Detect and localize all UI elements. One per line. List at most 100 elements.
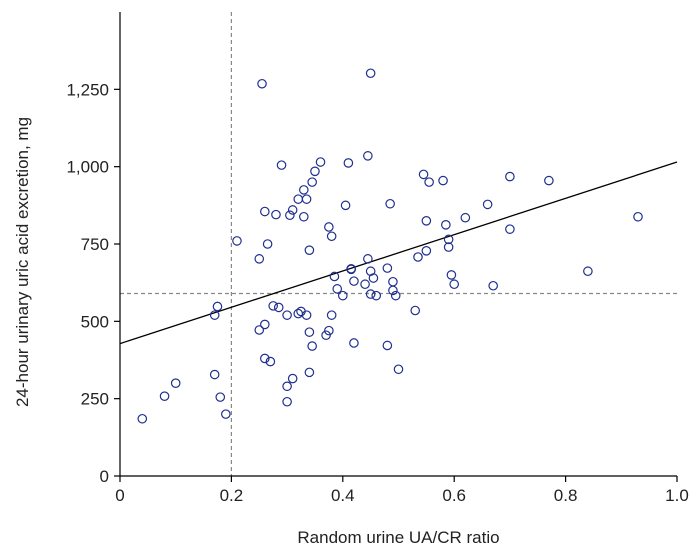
data-point [326, 231, 337, 242]
data-point [215, 392, 226, 402]
data-point [257, 78, 267, 89]
x-axis-label: Random urine UA/CR ratio [297, 528, 499, 547]
y-tick-label: 250 [81, 390, 109, 409]
data-point [441, 220, 451, 230]
x-tick-label: 0.4 [331, 486, 355, 505]
axes: 0 0.2 0.4 0.6 0.8 1.0 0 250 500 750 1,000 1,250 [66, 12, 689, 505]
data-point [360, 279, 370, 290]
y-tick-label: 750 [81, 235, 109, 254]
data-point [232, 236, 242, 246]
x-tick-label: 0.8 [554, 486, 578, 505]
data-point [505, 171, 515, 182]
data-point [343, 158, 354, 168]
data-point [349, 338, 359, 348]
data-point [410, 305, 421, 316]
data-point [304, 367, 315, 378]
data-point [583, 266, 593, 277]
data-point [304, 327, 315, 337]
data-point [293, 308, 304, 319]
data-point [421, 246, 432, 256]
data-point [365, 68, 376, 79]
data-point [438, 175, 448, 186]
data-point [346, 264, 356, 275]
data-point [159, 391, 170, 401]
data-point [137, 413, 148, 424]
data-point [363, 151, 373, 161]
data-point [260, 353, 270, 364]
data-point [310, 166, 320, 177]
data-point [449, 279, 459, 290]
data-point [260, 319, 270, 330]
data-point [287, 373, 298, 384]
data-point [413, 252, 423, 262]
data-point [349, 276, 359, 286]
data-point [321, 330, 331, 341]
data-point [301, 310, 312, 320]
regression-line-group [119, 161, 678, 345]
data-point [329, 271, 340, 282]
y-tick-label: 0 [100, 467, 109, 486]
data-point [326, 310, 337, 320]
data-point [170, 378, 181, 388]
data-point [260, 206, 270, 217]
data-point [285, 210, 295, 221]
data-point [505, 224, 515, 234]
data-point [337, 290, 348, 301]
data-point [271, 209, 281, 220]
data-point [254, 325, 265, 335]
data-point [446, 270, 457, 280]
y-tick-label: 1,250 [66, 80, 109, 99]
data-point [460, 212, 471, 223]
data-point [282, 396, 292, 407]
data-point [332, 284, 343, 294]
regression-line [119, 161, 678, 345]
data-points [137, 68, 643, 424]
data-point [488, 280, 498, 291]
data-point [301, 194, 312, 204]
y-tick-label: 1,000 [66, 158, 109, 177]
data-point [385, 198, 395, 209]
data-point [393, 364, 404, 375]
data-point [371, 290, 382, 301]
data-point [418, 169, 429, 180]
data-point [340, 200, 351, 211]
data-point [299, 211, 309, 222]
data-point [212, 301, 223, 312]
data-point [293, 194, 304, 204]
y-axis-label: 24-hour urinary uric acid excretion, mg [13, 117, 32, 407]
data-point [273, 302, 284, 313]
data-point [324, 222, 334, 232]
data-point [315, 157, 326, 167]
data-point [363, 254, 373, 264]
data-point [388, 285, 398, 296]
data-point [262, 239, 273, 249]
data-point [282, 381, 292, 392]
x-tick-label: 0 [115, 486, 124, 505]
data-point [307, 177, 317, 187]
y-tick-label: 500 [81, 312, 109, 331]
data-point [265, 356, 276, 367]
data-point [276, 160, 287, 170]
data-point [382, 263, 393, 273]
data-point [209, 369, 220, 380]
data-point [382, 340, 393, 351]
data-point [365, 266, 376, 277]
data-point [254, 254, 265, 264]
data-point [324, 325, 334, 336]
data-point [365, 289, 376, 299]
data-point [633, 211, 643, 222]
data-point [390, 290, 401, 301]
data-point [268, 301, 278, 311]
data-point [287, 205, 298, 215]
data-point [282, 310, 292, 320]
data-point [388, 276, 398, 287]
data-point [443, 242, 454, 252]
data-point [304, 245, 315, 255]
x-tick-label: 0.6 [442, 486, 466, 505]
x-tick-label: 1.0 [665, 486, 689, 505]
data-point [544, 175, 554, 186]
data-point [443, 234, 454, 245]
data-point [482, 199, 493, 210]
reference-lines [120, 12, 677, 476]
